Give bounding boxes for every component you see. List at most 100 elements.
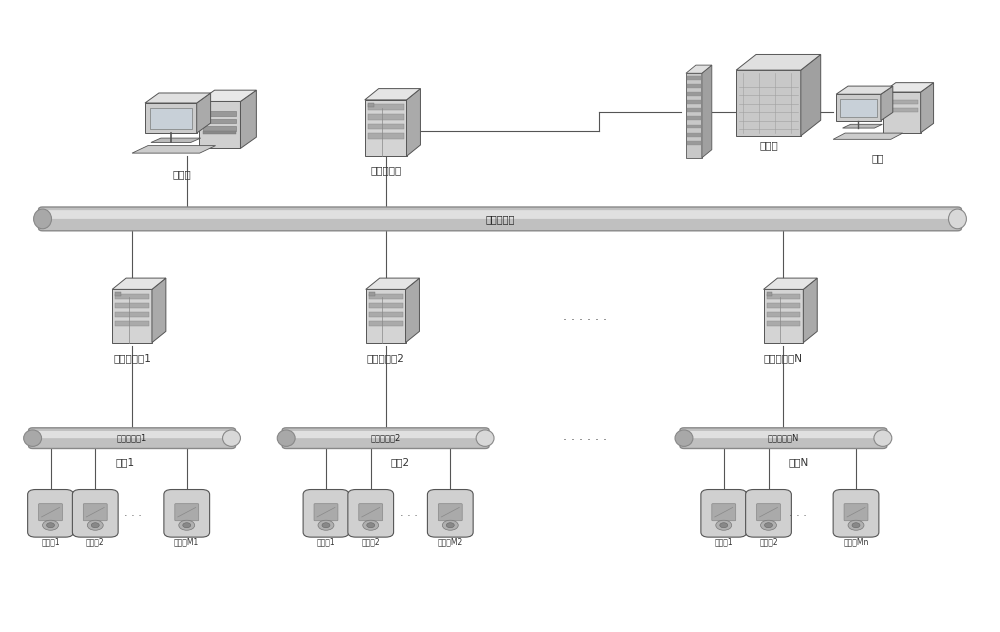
Bar: [767, 294, 800, 299]
Circle shape: [363, 520, 379, 530]
Text: 二级控制器N: 二级控制器N: [764, 353, 803, 363]
FancyBboxPatch shape: [746, 490, 791, 537]
Circle shape: [183, 523, 191, 528]
Circle shape: [442, 520, 458, 530]
FancyBboxPatch shape: [35, 431, 230, 438]
Polygon shape: [836, 86, 893, 94]
Bar: [203, 131, 236, 135]
Bar: [203, 126, 236, 131]
FancyBboxPatch shape: [45, 210, 955, 219]
FancyBboxPatch shape: [282, 428, 489, 449]
Polygon shape: [132, 145, 216, 153]
Ellipse shape: [675, 430, 693, 446]
Circle shape: [446, 523, 454, 528]
Polygon shape: [840, 99, 877, 117]
Polygon shape: [803, 278, 817, 343]
Polygon shape: [883, 92, 921, 133]
Polygon shape: [921, 83, 934, 133]
Text: 二级控制器1: 二级控制器1: [113, 353, 151, 363]
Text: 逆变器1: 逆变器1: [41, 537, 60, 546]
Bar: [767, 321, 800, 326]
Bar: [369, 303, 403, 308]
Circle shape: [179, 520, 195, 530]
Bar: [767, 292, 772, 296]
Text: . . . . . .: . . . . . .: [563, 430, 607, 444]
Bar: [203, 119, 236, 123]
Text: 二级交换机N: 二级交换机N: [768, 434, 799, 442]
Polygon shape: [199, 102, 240, 149]
FancyBboxPatch shape: [288, 431, 483, 438]
Circle shape: [87, 520, 103, 530]
FancyBboxPatch shape: [72, 490, 118, 537]
FancyBboxPatch shape: [844, 504, 868, 521]
Bar: [687, 125, 701, 128]
FancyBboxPatch shape: [29, 428, 235, 449]
Text: 逆变器2: 逆变器2: [759, 537, 778, 546]
Bar: [369, 312, 403, 317]
Text: 一级控制器: 一级控制器: [370, 166, 401, 176]
FancyBboxPatch shape: [359, 504, 383, 521]
Bar: [368, 103, 374, 107]
Circle shape: [852, 523, 860, 528]
Polygon shape: [686, 73, 702, 158]
Circle shape: [91, 523, 99, 528]
Circle shape: [47, 523, 54, 528]
Polygon shape: [883, 83, 934, 92]
Text: 二级交换机2: 二级交换机2: [371, 434, 401, 442]
Bar: [115, 321, 149, 326]
Text: 二级控制器2: 二级控制器2: [367, 353, 405, 363]
Bar: [369, 292, 375, 296]
Bar: [767, 303, 800, 308]
FancyBboxPatch shape: [83, 504, 107, 521]
Bar: [203, 111, 236, 116]
FancyBboxPatch shape: [833, 490, 879, 537]
FancyBboxPatch shape: [686, 431, 881, 438]
Polygon shape: [151, 138, 201, 142]
Polygon shape: [366, 278, 419, 289]
Bar: [368, 124, 404, 129]
Text: . . .: . . .: [400, 508, 417, 518]
Text: 工作站: 工作站: [172, 169, 191, 179]
Bar: [687, 100, 701, 104]
FancyBboxPatch shape: [757, 504, 780, 521]
FancyBboxPatch shape: [701, 490, 747, 537]
Bar: [687, 141, 701, 145]
Bar: [767, 312, 800, 317]
Bar: [115, 303, 149, 308]
Bar: [369, 321, 403, 326]
Polygon shape: [407, 88, 420, 156]
FancyBboxPatch shape: [175, 504, 199, 521]
FancyBboxPatch shape: [164, 490, 210, 537]
FancyBboxPatch shape: [712, 504, 736, 521]
Text: . . . . . .: . . . . . .: [563, 310, 607, 322]
Polygon shape: [152, 278, 166, 343]
Ellipse shape: [476, 430, 494, 446]
Polygon shape: [112, 289, 152, 343]
Text: 逆变器M1: 逆变器M1: [174, 537, 199, 546]
Polygon shape: [881, 86, 893, 121]
Bar: [115, 292, 121, 296]
Text: 一级交换机: 一级交换机: [485, 214, 515, 224]
Polygon shape: [365, 100, 407, 156]
Polygon shape: [801, 54, 821, 136]
Polygon shape: [843, 125, 882, 128]
Polygon shape: [764, 278, 817, 289]
Text: 逆变器Mn: 逆变器Mn: [843, 537, 869, 546]
Bar: [369, 294, 403, 299]
FancyBboxPatch shape: [39, 207, 961, 231]
FancyBboxPatch shape: [680, 428, 887, 449]
Bar: [687, 116, 701, 120]
Bar: [687, 108, 701, 112]
Polygon shape: [736, 70, 801, 136]
Polygon shape: [833, 133, 903, 139]
Ellipse shape: [223, 430, 240, 446]
Bar: [115, 312, 149, 317]
Text: 区域1: 区域1: [116, 457, 135, 467]
Circle shape: [367, 523, 375, 528]
FancyBboxPatch shape: [427, 490, 473, 537]
FancyBboxPatch shape: [314, 504, 338, 521]
Text: 区域2: 区域2: [391, 457, 410, 467]
FancyBboxPatch shape: [438, 504, 462, 521]
Polygon shape: [197, 93, 211, 133]
Bar: [687, 84, 701, 88]
